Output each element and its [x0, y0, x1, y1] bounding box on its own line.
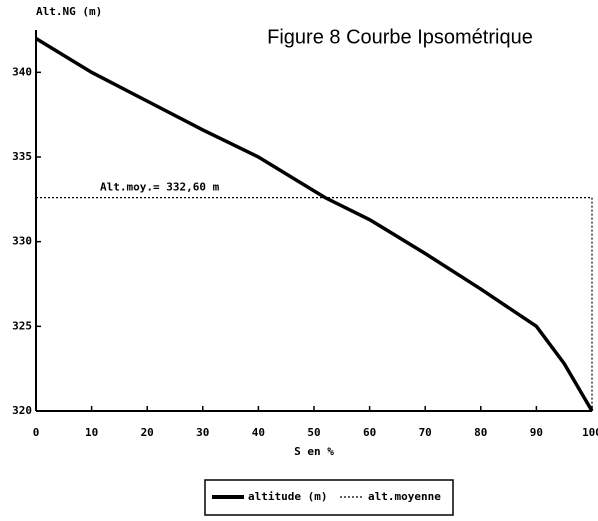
x-tick-label: 10 — [85, 426, 98, 439]
x-tick-label: 30 — [196, 426, 209, 439]
legend-box — [204, 479, 454, 516]
x-axis-label: S en % — [294, 445, 334, 458]
altitude-line — [35, 36, 594, 412]
x-tick-label: 100 — [582, 426, 598, 439]
legend-label: altitude (m) — [248, 490, 327, 503]
x-tick-label: 20 — [141, 426, 154, 439]
y-tick-label: 320 — [12, 404, 32, 417]
mean-annotation: Alt.moy.= 332,60 m — [100, 181, 220, 194]
x-tick-label: 90 — [530, 426, 543, 439]
x-tick-label: 50 — [307, 426, 320, 439]
legend-label: alt.moyenne — [368, 490, 441, 503]
x-tick-label: 0 — [33, 426, 40, 439]
y-tick-label: 325 — [12, 319, 32, 332]
x-tick-label: 70 — [419, 426, 432, 439]
y-axis-label: Alt.NG (m) — [36, 5, 102, 18]
chart-title: Figure 8 Courbe Ipsométrique — [267, 26, 533, 48]
y-tick-label: 340 — [12, 65, 32, 78]
y-tick-label: 330 — [12, 235, 32, 248]
y-tick-label: 335 — [12, 150, 32, 163]
x-tick-label: 60 — [363, 426, 376, 439]
mean-line — [36, 197, 593, 411]
x-tick-label: 40 — [252, 426, 265, 439]
x-tick-label: 80 — [474, 426, 487, 439]
